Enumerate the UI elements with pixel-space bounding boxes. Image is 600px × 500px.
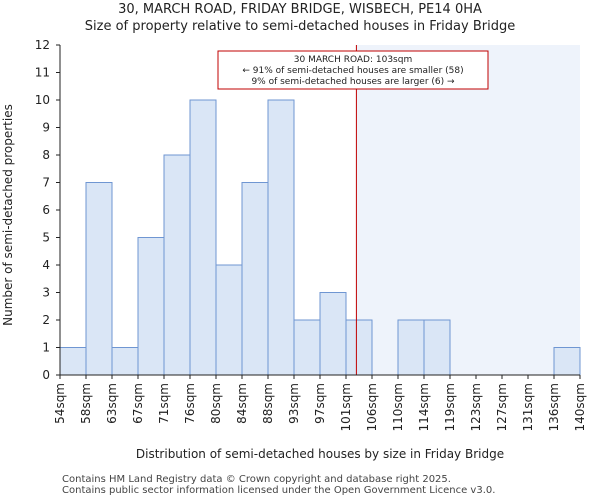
x-tick-label: 136sqm xyxy=(547,383,561,431)
histogram-bar xyxy=(189,99,217,376)
histogram-bar xyxy=(241,182,269,376)
y-tick-label: 0 xyxy=(42,368,50,382)
x-axis-label: Distribution of semi-detached houses by … xyxy=(136,447,504,461)
histogram-bar xyxy=(59,347,87,376)
x-tick-label: 80sqm xyxy=(209,383,223,424)
x-tick-label: 123sqm xyxy=(469,383,483,431)
histogram-bar xyxy=(423,319,451,376)
histogram-bar xyxy=(215,264,243,376)
x-tick-label: 63sqm xyxy=(105,383,119,424)
x-tick-label: 127sqm xyxy=(495,383,509,431)
y-tick-label: 2 xyxy=(42,313,50,327)
histogram-bar xyxy=(137,237,165,376)
y-tick-label: 7 xyxy=(42,176,50,190)
histogram-bar xyxy=(397,319,425,376)
y-axis-label: Number of semi-detached properties xyxy=(1,104,15,326)
annotation-line: ← 91% of semi-detached houses are smalle… xyxy=(242,66,463,76)
x-tick-label: 131sqm xyxy=(521,383,535,431)
y-tick-label: 11 xyxy=(35,66,50,80)
chart-title: 30, MARCH ROAD, FRIDAY BRIDGE, WISBECH, … xyxy=(118,2,482,17)
footer-licence: Contains public sector information licen… xyxy=(62,485,496,496)
y-tick-label: 5 xyxy=(42,231,50,245)
histogram-bar xyxy=(345,319,373,376)
histogram-bar xyxy=(293,319,321,376)
x-tick-label: 58sqm xyxy=(79,383,93,424)
x-tick-label: 84sqm xyxy=(235,383,249,424)
x-tick-label: 101sqm xyxy=(339,383,353,431)
y-tick-label: 8 xyxy=(42,148,50,162)
histogram-bar xyxy=(553,347,581,376)
histogram-bar xyxy=(111,347,139,376)
y-tick-label: 12 xyxy=(35,38,50,52)
x-tick-label: 114sqm xyxy=(417,383,431,431)
annotation-box xyxy=(217,50,489,90)
x-tick-label: 67sqm xyxy=(131,383,145,424)
x-tick-label: 110sqm xyxy=(391,383,405,431)
x-tick-label: 54sqm xyxy=(53,383,67,424)
y-tick-label: 3 xyxy=(42,286,50,300)
larger-region-shade xyxy=(356,45,580,375)
y-tick-label: 4 xyxy=(42,258,50,272)
x-tick-label: 119sqm xyxy=(443,383,457,431)
x-tick-label: 93sqm xyxy=(287,383,301,424)
x-tick-label: 97sqm xyxy=(313,383,327,424)
x-tick-label: 106sqm xyxy=(365,383,379,431)
chart-subtitle: Size of property relative to semi-detach… xyxy=(84,19,516,34)
annotation-line: 9% of semi-detached houses are larger (6… xyxy=(251,77,455,87)
histogram-bar xyxy=(85,182,113,376)
histogram-bar xyxy=(163,154,191,376)
y-tick-label: 10 xyxy=(35,93,50,107)
y-tick-label: 6 xyxy=(42,203,50,217)
annotation-line: 30 MARCH ROAD: 103sqm xyxy=(294,55,412,65)
y-tick-label: 1 xyxy=(42,341,50,355)
x-tick-label: 71sqm xyxy=(157,383,171,424)
x-tick-label: 88sqm xyxy=(261,383,275,424)
histogram-bar xyxy=(267,99,295,376)
y-tick-label: 9 xyxy=(42,121,50,135)
x-tick-label: 76sqm xyxy=(183,383,197,424)
footer-copyright: Contains HM Land Registry data © Crown c… xyxy=(62,474,451,485)
x-tick-label: 140sqm xyxy=(573,383,587,431)
histogram-bar xyxy=(319,292,347,376)
